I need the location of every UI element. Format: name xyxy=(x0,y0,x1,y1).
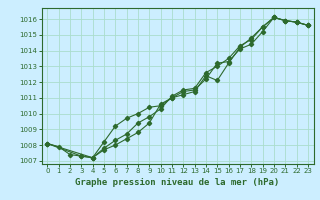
X-axis label: Graphe pression niveau de la mer (hPa): Graphe pression niveau de la mer (hPa) xyxy=(76,178,280,187)
